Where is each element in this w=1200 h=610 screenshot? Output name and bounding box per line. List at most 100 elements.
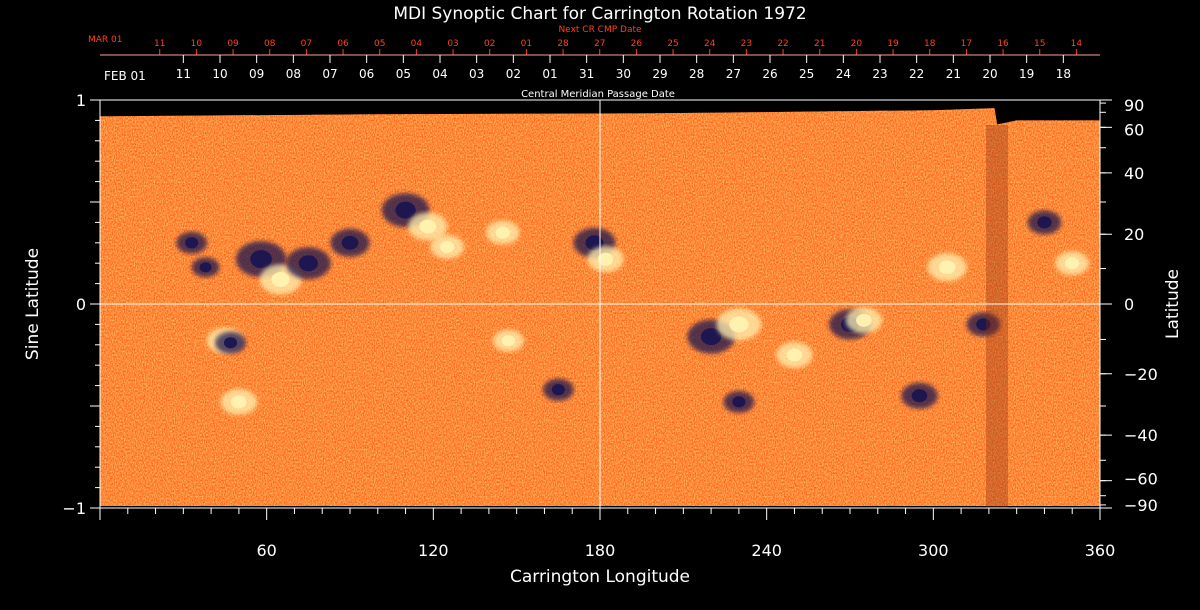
next-cr-tick-label: 25 xyxy=(667,39,678,49)
next-cr-tick-label: 01 xyxy=(521,39,532,49)
remap-artifact-band xyxy=(986,125,1008,508)
next-cr-tick-label: 14 xyxy=(1071,39,1083,49)
left-y-axis-ticks: 1 0 −1 xyxy=(62,91,100,518)
next-cr-tick-label: 02 xyxy=(484,39,495,49)
next-cr-tick-label: 15 xyxy=(1034,39,1045,49)
active-region-core xyxy=(585,235,604,251)
active-region-core xyxy=(395,201,416,219)
active-region-core xyxy=(1065,257,1080,270)
lat-tick-label: −90 xyxy=(1124,496,1158,515)
active-region-core xyxy=(199,262,212,273)
next-cr-tick-label: 11 xyxy=(154,39,165,49)
cmp-tick-label: 02 xyxy=(506,67,521,81)
cmp-tick-label: 19 xyxy=(1019,67,1034,81)
y-tick-label: 1 xyxy=(76,91,86,110)
lat-tick-label: 60 xyxy=(1124,120,1144,139)
cmp-tick-label: 01 xyxy=(542,67,557,81)
cmp-tick-label: 26 xyxy=(762,67,777,81)
right-y-axis-ticks: 90 60 40 20 0 −20 −40 −60 −90 xyxy=(1100,96,1158,515)
cmp-tick-label: 25 xyxy=(799,67,814,81)
y-tick-label: −1 xyxy=(62,499,86,518)
next-cr-tick-label: 26 xyxy=(631,39,643,49)
active-region-core xyxy=(1037,216,1052,229)
next-cr-tick-label: 09 xyxy=(227,39,239,49)
lat-tick-label: 20 xyxy=(1124,225,1144,244)
x-tick-label: 360 xyxy=(1085,541,1116,560)
cmp-tick-label: 30 xyxy=(616,67,631,81)
active-region-core xyxy=(729,316,749,333)
active-regions xyxy=(176,193,1090,415)
active-region-core xyxy=(732,396,746,408)
lat-tick-label: 0 xyxy=(1124,295,1134,314)
cmp-tick-label: 06 xyxy=(359,67,374,81)
x-tick-label: 60 xyxy=(256,541,276,560)
cmp-tick-label: 21 xyxy=(946,67,961,81)
cmp-tick-label: 22 xyxy=(909,67,924,81)
x-axis-label: Carrington Longitude xyxy=(510,567,690,587)
next-cr-start-label: MAR 01 xyxy=(88,35,123,45)
next-cr-tick-label: 08 xyxy=(264,39,276,49)
next-cr-tick-label: 16 xyxy=(997,39,1009,49)
next-cr-tick-label: 04 xyxy=(411,39,423,49)
active-region-core xyxy=(341,235,359,250)
active-region-core xyxy=(495,226,510,239)
next-cr-tick-label: 27 xyxy=(594,39,605,49)
next-cr-tick-label: 03 xyxy=(447,39,458,49)
next-cr-tick-label: 28 xyxy=(557,39,569,49)
next-cr-tick-label: 17 xyxy=(961,39,972,49)
cmp-tick-label: 04 xyxy=(432,67,447,81)
x-tick-label: 300 xyxy=(918,541,949,560)
active-region-core xyxy=(911,389,928,403)
active-region-core xyxy=(185,237,199,249)
active-region-core xyxy=(440,240,455,253)
lat-tick-label: 90 xyxy=(1124,96,1144,115)
x-axis-ticks: 60 120 180 240 300 360 xyxy=(99,508,1116,560)
cmp-tick-label: 31 xyxy=(579,67,594,81)
cmp-axis-title: Central Meridian Passage Date xyxy=(521,89,675,100)
lat-tick-label: −60 xyxy=(1124,470,1158,489)
lat-tick-label: −40 xyxy=(1124,426,1158,445)
x-tick-label: 180 xyxy=(585,541,616,560)
next-cr-axis-ticks: 11 10 09 08 07 06 05 04 03 02 01 28 27 26 25 24 23 22 21 20… xyxy=(154,39,1082,55)
next-cr-tick-label: 23 xyxy=(741,39,752,49)
cmp-tick-label: 08 xyxy=(286,67,301,81)
left-y-axis-label: Sine Latitude xyxy=(23,248,43,360)
active-region-core xyxy=(501,335,515,347)
cmp-tick-label: 10 xyxy=(212,67,227,81)
next-cr-tick-label: 05 xyxy=(374,39,385,49)
x-tick-label: 120 xyxy=(418,541,449,560)
active-region-core xyxy=(551,384,565,396)
cmp-tick-label: 07 xyxy=(322,67,337,81)
active-region-core xyxy=(231,395,247,409)
cmp-tick-label: 27 xyxy=(726,67,741,81)
next-cr-tick-label: 22 xyxy=(777,39,788,49)
cmp-tick-label: 11 xyxy=(176,67,191,81)
active-region-core xyxy=(856,313,872,327)
active-region-core xyxy=(938,260,956,275)
cmp-tick-label: 28 xyxy=(689,67,704,81)
active-region-core xyxy=(223,337,238,349)
active-region-core xyxy=(700,328,722,346)
chart-title: MDI Synoptic Chart for Carrington Rotati… xyxy=(393,4,806,24)
cmp-tick-label: 18 xyxy=(1056,67,1071,81)
active-region-core xyxy=(976,318,991,331)
active-region-core xyxy=(298,255,318,272)
lat-tick-label: 40 xyxy=(1124,164,1144,183)
next-cr-axis-title: Next CR CMP Date xyxy=(558,25,642,35)
next-cr-tick-label: 07 xyxy=(301,39,312,49)
cmp-tick-label: 24 xyxy=(836,67,851,81)
cmp-tick-label: 09 xyxy=(249,67,264,81)
cmp-tick-label: 23 xyxy=(872,67,887,81)
right-y-axis-label: Latitude xyxy=(1163,269,1183,339)
cmp-start-label: FEB 01 xyxy=(104,69,146,83)
next-cr-tick-label: 10 xyxy=(191,39,203,49)
next-cr-tick-label: 18 xyxy=(924,39,936,49)
active-region-core xyxy=(597,252,614,266)
lat-tick-label: −20 xyxy=(1124,365,1158,384)
next-cr-tick-label: 20 xyxy=(851,39,863,49)
y-tick-label: 0 xyxy=(76,295,86,314)
cmp-tick-label: 20 xyxy=(982,67,997,81)
active-region-core xyxy=(419,219,437,234)
active-region-core xyxy=(786,348,803,362)
x-tick-label: 240 xyxy=(751,541,782,560)
